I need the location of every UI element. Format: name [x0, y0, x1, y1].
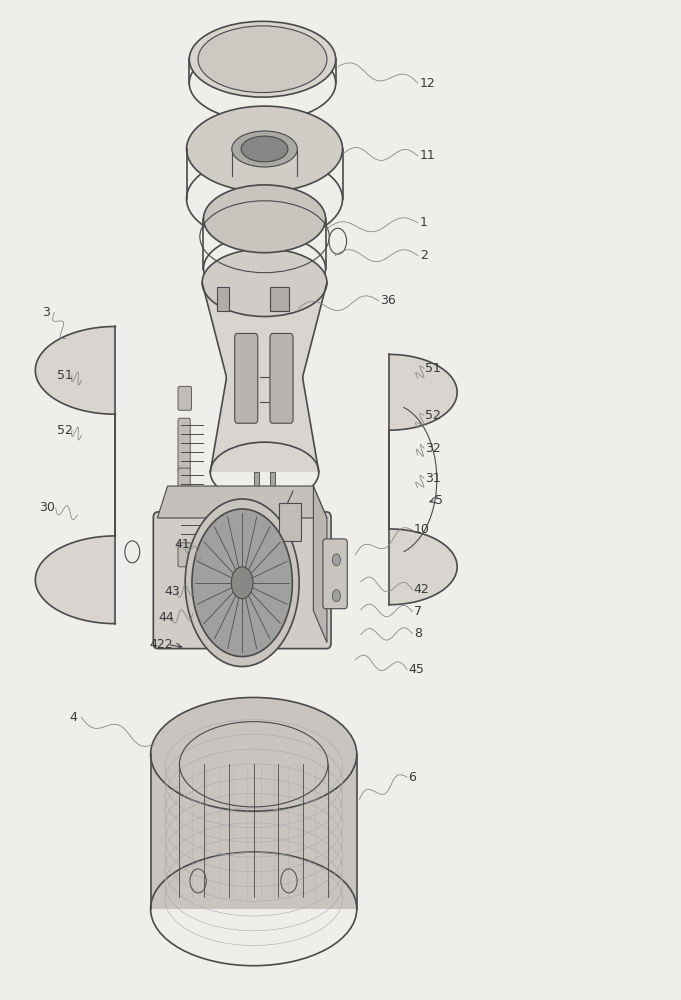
Ellipse shape	[189, 21, 336, 97]
FancyBboxPatch shape	[323, 539, 347, 609]
Circle shape	[185, 499, 299, 667]
FancyBboxPatch shape	[178, 468, 190, 522]
Ellipse shape	[204, 185, 326, 253]
Text: 422: 422	[149, 638, 173, 651]
Text: 8: 8	[414, 627, 422, 640]
Text: 52: 52	[425, 409, 441, 422]
FancyBboxPatch shape	[178, 518, 190, 572]
Polygon shape	[202, 283, 327, 472]
Text: 2: 2	[420, 249, 428, 262]
Polygon shape	[270, 287, 289, 311]
Ellipse shape	[241, 136, 288, 162]
Text: 30: 30	[39, 501, 54, 514]
Bar	[270, 472, 275, 490]
Text: 32: 32	[425, 442, 441, 455]
FancyBboxPatch shape	[178, 543, 191, 567]
Text: 1: 1	[420, 216, 428, 229]
Polygon shape	[390, 354, 457, 605]
Text: 36: 36	[380, 294, 396, 307]
Ellipse shape	[232, 131, 298, 167]
Text: 51: 51	[425, 362, 441, 375]
Circle shape	[332, 554, 340, 566]
FancyBboxPatch shape	[153, 512, 331, 649]
Text: 7: 7	[414, 605, 422, 618]
Text: 4: 4	[69, 711, 77, 724]
Polygon shape	[217, 287, 229, 311]
Text: 42: 42	[414, 583, 430, 596]
Text: 11: 11	[420, 149, 436, 162]
Ellipse shape	[189, 45, 336, 121]
Polygon shape	[35, 326, 115, 624]
Text: 31: 31	[425, 472, 441, 485]
FancyBboxPatch shape	[178, 386, 191, 410]
Text: 44: 44	[159, 611, 174, 624]
FancyBboxPatch shape	[279, 503, 301, 541]
FancyBboxPatch shape	[178, 418, 190, 472]
FancyBboxPatch shape	[235, 333, 257, 423]
FancyBboxPatch shape	[270, 333, 293, 423]
Circle shape	[329, 228, 347, 254]
Circle shape	[232, 567, 253, 599]
Circle shape	[332, 590, 340, 602]
Ellipse shape	[198, 26, 327, 93]
Ellipse shape	[187, 106, 343, 192]
Polygon shape	[151, 754, 357, 909]
Ellipse shape	[202, 249, 327, 317]
Text: 6: 6	[409, 771, 416, 784]
Ellipse shape	[204, 235, 326, 303]
Polygon shape	[313, 486, 327, 643]
Circle shape	[192, 509, 292, 657]
Text: 45: 45	[409, 663, 424, 676]
Bar	[254, 472, 259, 490]
Text: 5: 5	[435, 493, 443, 506]
Text: 10: 10	[414, 523, 430, 536]
Text: 51: 51	[57, 369, 73, 382]
Polygon shape	[157, 486, 327, 518]
Text: 3: 3	[42, 306, 50, 319]
Text: 41: 41	[174, 538, 190, 551]
Text: 12: 12	[420, 77, 436, 90]
Ellipse shape	[151, 697, 357, 811]
Text: 43: 43	[164, 585, 180, 598]
Text: 52: 52	[57, 424, 73, 437]
